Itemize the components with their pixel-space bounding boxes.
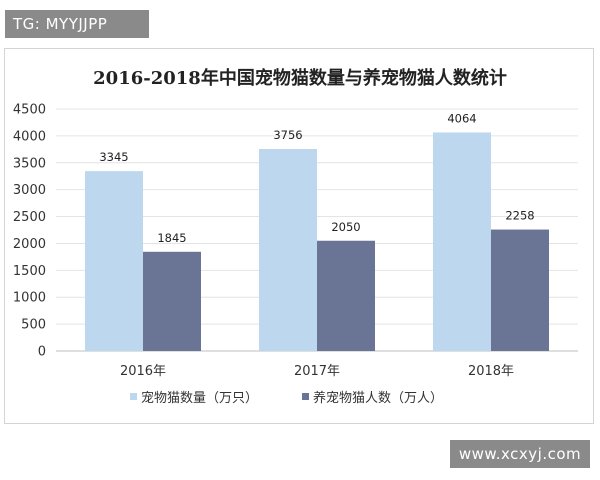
- watermark-bottom: www.xcxyj.com: [450, 440, 590, 468]
- y-tick-label: 4000: [13, 129, 46, 144]
- legend-swatch: [302, 393, 309, 400]
- watermark-top: TG: MYYJJPP: [5, 10, 149, 38]
- data-label: 3756: [273, 128, 302, 142]
- legend-label: 养宠物猫人数（万人）: [313, 390, 443, 406]
- x-axis-ticks: 2016年 2017年 2018年: [120, 364, 514, 379]
- bar: [317, 240, 375, 351]
- data-label: 4064: [447, 111, 476, 125]
- data-label: 2050: [331, 220, 360, 234]
- y-tick-label: 2500: [13, 210, 46, 225]
- data-label: 3345: [99, 150, 128, 164]
- y-tick-label: 3500: [13, 156, 46, 171]
- y-axis-ticks: 0 500 1000 1500 2000 2500 3000 3500 4000 4500: [13, 103, 46, 360]
- x-tick-label: 2017年: [294, 364, 340, 379]
- chart-title: 2016-2018年中国宠物猫数量与养宠物猫人数统计: [93, 67, 507, 89]
- y-tick-label: 1000: [13, 291, 46, 306]
- y-tick-label: 3000: [13, 183, 46, 198]
- x-tick-label: 2018年: [468, 364, 514, 379]
- data-label: 2258: [505, 209, 534, 223]
- legend-swatch: [130, 393, 137, 400]
- y-tick-label: 4500: [13, 103, 46, 118]
- bar: [85, 171, 143, 351]
- bars: 3345 1845 3756 2050 4064 2258: [85, 111, 549, 351]
- bar: [259, 149, 317, 351]
- x-tick-label: 2016年: [120, 364, 166, 379]
- y-tick-label: 2000: [13, 237, 46, 252]
- bar: [433, 132, 491, 351]
- bar: [491, 229, 549, 351]
- bar: [143, 251, 201, 351]
- data-label: 1845: [157, 231, 186, 245]
- legend: 宠物猫数量（万只） 养宠物猫人数（万人）: [130, 390, 443, 406]
- y-tick-label: 0: [38, 345, 46, 360]
- y-tick-label: 500: [21, 318, 46, 333]
- y-tick-label: 1500: [13, 264, 46, 279]
- legend-label: 宠物猫数量（万只）: [141, 390, 258, 406]
